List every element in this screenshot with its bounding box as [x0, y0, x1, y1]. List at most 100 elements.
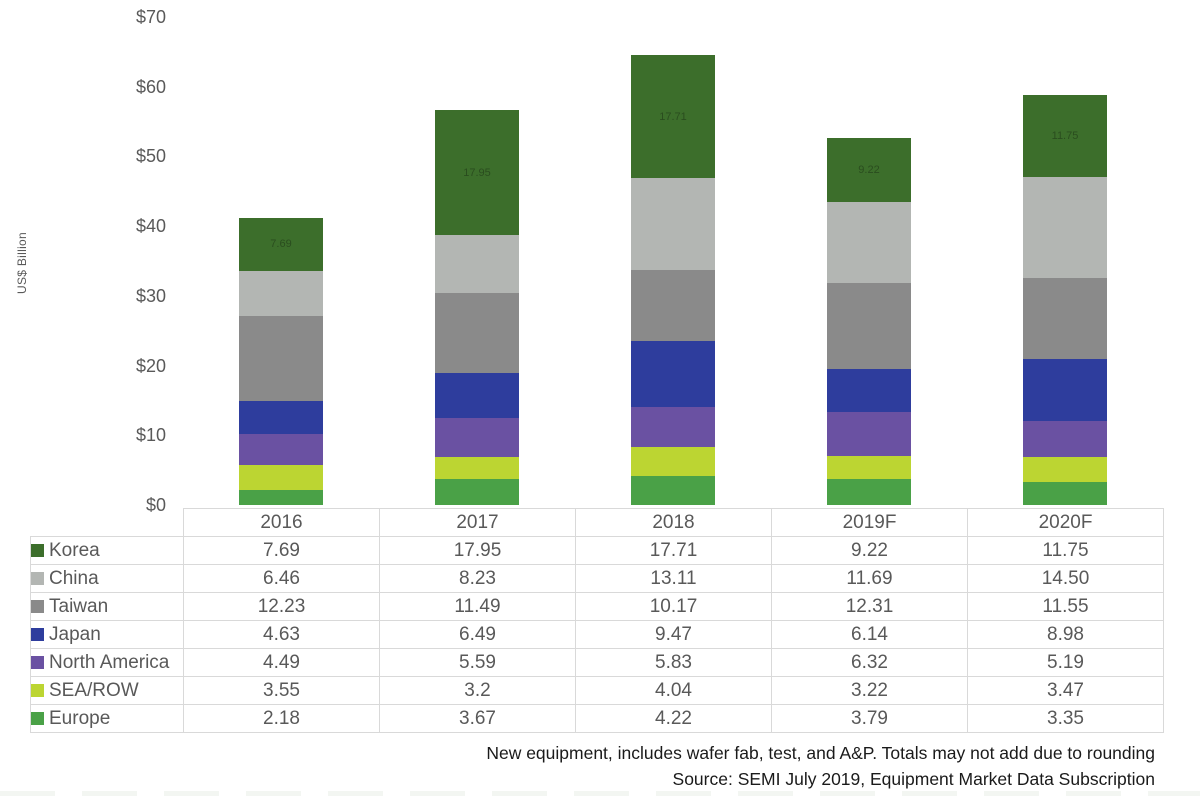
y-tick-label: $10	[135, 425, 166, 446]
region-label: North America	[49, 651, 170, 673]
legend-region-cell: North America	[30, 648, 184, 677]
legend-swatch-icon	[31, 599, 44, 613]
y-tick-label: $0	[145, 495, 166, 515]
legend-swatch-icon	[31, 543, 44, 557]
source-note: Source: SEMI July 2019, Equipment Market…	[672, 769, 1155, 789]
footer: New equipment, includes wafer fab, test,…	[486, 740, 1155, 792]
bar-segment-north-america-2016	[239, 433, 323, 466]
region-label: Taiwan	[49, 595, 109, 617]
region-label: China	[49, 567, 99, 589]
value-cell: 3.35	[967, 704, 1164, 733]
bar-value-label: 7.69	[270, 238, 292, 251]
bar-segment-china-2017	[435, 235, 519, 293]
bar-segment-japan-2016	[239, 401, 323, 434]
value-cell: 3.2	[379, 676, 576, 705]
value-cell: 14.50	[967, 564, 1164, 593]
value-cell: 10.17	[575, 592, 772, 621]
bar-segment-north-america-2020f	[1023, 421, 1107, 458]
bar-segment-taiwan-2018	[631, 269, 715, 341]
y-tick-label: $70	[135, 7, 166, 27]
value-cell: 9.47	[575, 620, 772, 649]
year-header: 2019F	[771, 508, 968, 537]
bar-segment-china-2016	[239, 271, 323, 317]
bar-segment-china-2020f	[1023, 177, 1107, 279]
value-cell: 6.49	[379, 620, 576, 649]
value-cell: 3.22	[771, 676, 968, 705]
bar-value-label: 17.95	[463, 166, 491, 179]
legend-swatch-icon	[31, 627, 44, 641]
bar-segment-korea-2018: 17.71	[631, 54, 715, 179]
bar-segment-taiwan-2019f	[827, 283, 911, 370]
region-label: Japan	[49, 623, 101, 645]
bar-segment-japan-2020f	[1023, 358, 1107, 422]
region-label: SEA/ROW	[49, 679, 139, 701]
bar-segment-europe-2016	[239, 489, 323, 505]
bar-segment-china-2019f	[827, 201, 911, 284]
bar-segment-korea-2019f: 9.22	[827, 137, 911, 202]
value-cell: 11.69	[771, 564, 968, 593]
bar-segment-taiwan-2016	[239, 316, 323, 402]
value-cell: 12.31	[771, 592, 968, 621]
table-row: North America 4.49 5.59 5.83 6.32 5.19	[30, 648, 1164, 677]
legend-swatch-icon	[31, 683, 44, 697]
table-row: SEA/ROW 3.55 3.2 4.04 3.22 3.47	[30, 676, 1164, 705]
bar-segment-japan-2019f	[827, 369, 911, 413]
year-header: 2016	[183, 508, 380, 537]
value-cell: 12.23	[183, 592, 380, 621]
region-label: Europe	[49, 707, 111, 729]
bar-segment-japan-2017	[435, 372, 519, 419]
y-tick-label: $50	[135, 146, 166, 167]
legend-region-cell: Japan	[30, 620, 184, 649]
table-header-row: 2016 2017 2018 2019F 2020F	[31, 508, 1164, 537]
table-row: Japan 4.63 6.49 9.47 6.14 8.98	[30, 620, 1164, 649]
bar-segment-europe-2018	[631, 475, 715, 505]
value-cell: 5.83	[575, 648, 772, 677]
value-cell: 3.47	[967, 676, 1164, 705]
legend-swatch-icon	[31, 655, 44, 669]
bottom-edge-artifact	[0, 791, 1200, 796]
bar-segment-north-america-2018	[631, 406, 715, 448]
legend-swatch-icon	[31, 711, 44, 725]
bar-segment-korea-2020f: 11.75	[1023, 95, 1107, 178]
legend-swatch-icon	[31, 571, 44, 585]
value-cell: 8.23	[379, 564, 576, 593]
bar-segment-sea-row-2018	[631, 447, 715, 476]
value-cell: 11.55	[967, 592, 1164, 621]
y-tick-label: $60	[135, 76, 166, 97]
value-cell: 4.49	[183, 648, 380, 677]
bar-segment-sea-row-2020f	[1023, 457, 1107, 482]
bar-segment-china-2018	[631, 178, 715, 270]
value-cell: 6.14	[771, 620, 968, 649]
bar-segment-sea-row-2016	[239, 465, 323, 490]
table-corner-cell	[31, 509, 184, 537]
bar-segment-europe-2020f	[1023, 481, 1107, 505]
value-cell: 6.46	[183, 564, 380, 593]
value-cell: 4.22	[575, 704, 772, 733]
bar-segment-europe-2017	[435, 479, 519, 505]
table-row: Taiwan 12.23 11.49 10.17 12.31 11.55	[30, 592, 1164, 621]
value-cell: 3.79	[771, 704, 968, 733]
year-header: 2018	[575, 508, 772, 537]
table-row: Europe 2.18 3.67 4.22 3.79 3.35	[30, 704, 1164, 733]
bar-value-label: 9.22	[858, 163, 880, 176]
value-cell: 4.04	[575, 676, 772, 705]
y-tick-label: $20	[135, 355, 166, 376]
data-table: 2016 2017 2018 2019F 2020F Korea 7.69 17.95 17.7…	[30, 508, 1164, 733]
legend-region-cell: SEA/ROW	[30, 676, 184, 705]
legend-region-cell: Korea	[30, 536, 184, 565]
value-cell: 9.22	[771, 536, 968, 565]
value-cell: 17.71	[575, 536, 772, 565]
bar-value-label: 17.71	[659, 110, 687, 123]
value-cell: 5.19	[967, 648, 1164, 677]
value-cell: 3.55	[183, 676, 380, 705]
bar-segment-sea-row-2019f	[827, 456, 911, 479]
bar-segment-korea-2016: 7.69	[239, 217, 323, 272]
value-cell: 7.69	[183, 536, 380, 565]
value-cell: 6.32	[771, 648, 968, 677]
value-cell: 4.63	[183, 620, 380, 649]
value-cell: 11.49	[379, 592, 576, 621]
value-cell: 5.59	[379, 648, 576, 677]
footnote: New equipment, includes wafer fab, test,…	[486, 743, 1155, 763]
legend-region-cell: China	[30, 564, 184, 593]
